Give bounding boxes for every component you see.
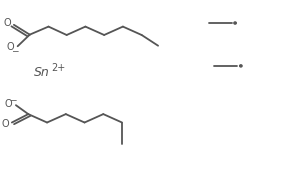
Text: 2+: 2+ xyxy=(51,63,66,73)
Text: −: − xyxy=(11,46,19,55)
Text: O: O xyxy=(4,18,11,28)
Text: O: O xyxy=(7,42,14,52)
Text: O: O xyxy=(2,119,9,129)
Ellipse shape xyxy=(240,65,242,67)
Ellipse shape xyxy=(234,22,236,24)
Text: O: O xyxy=(5,99,12,109)
Text: Sn: Sn xyxy=(34,66,50,79)
Text: −: − xyxy=(9,96,17,105)
